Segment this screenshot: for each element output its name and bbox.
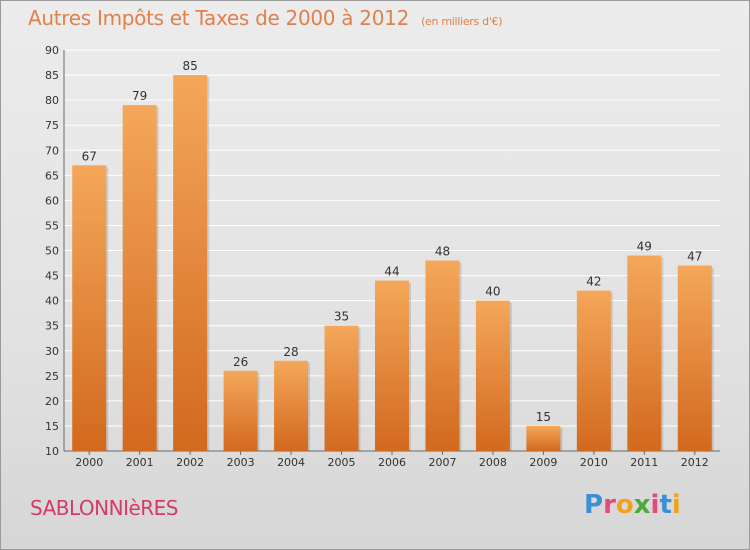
- data-label: 85: [183, 59, 198, 73]
- x-tick-label: 2005: [328, 456, 356, 469]
- data-label: 49: [637, 240, 652, 254]
- bar: [425, 260, 460, 451]
- bar: [475, 300, 510, 451]
- y-tick-label: 85: [45, 69, 59, 82]
- y-tick-label: 70: [45, 144, 59, 157]
- y-tick-label: 15: [45, 420, 59, 433]
- y-tick-label: 80: [45, 94, 59, 107]
- data-label: 26: [233, 355, 248, 369]
- y-tick-label: 65: [45, 169, 59, 182]
- chart-subtitle: (en milliers d'€): [421, 15, 503, 28]
- bar: [576, 290, 611, 451]
- y-tick-label: 45: [45, 270, 59, 283]
- y-tick-label: 35: [45, 320, 59, 333]
- chart-title-text: Autres Impôts et Taxes de 2000 à 2012: [28, 6, 409, 30]
- data-label: 15: [536, 410, 551, 424]
- x-tick-label: 2001: [126, 456, 154, 469]
- x-tick-label: 2006: [378, 456, 406, 469]
- y-tick-label: 90: [45, 44, 59, 57]
- y-tick-label: 55: [45, 219, 59, 232]
- data-label: 44: [384, 265, 399, 279]
- y-tick-label: 75: [45, 119, 59, 132]
- logo-letter: o: [615, 490, 634, 520]
- y-tick-label: 60: [45, 194, 59, 207]
- data-label: 42: [586, 275, 601, 289]
- data-label: 67: [82, 149, 97, 163]
- logo-letter: P: [584, 490, 604, 520]
- x-tick-label: 2008: [479, 456, 507, 469]
- data-label: 40: [485, 285, 500, 299]
- bar: [173, 75, 208, 451]
- data-label: 79: [132, 89, 147, 103]
- bar: [677, 265, 712, 451]
- logo-letter: x: [633, 490, 651, 520]
- data-label: 47: [687, 250, 702, 264]
- commune-name: SABLONNIèRES: [30, 496, 179, 520]
- data-label: 28: [283, 345, 298, 359]
- y-tick-label: 30: [45, 345, 59, 358]
- x-tick-label: 2003: [227, 456, 255, 469]
- bar: [375, 280, 409, 451]
- logo-letter: i: [650, 490, 660, 520]
- y-tick-label: 20: [45, 395, 59, 408]
- y-tick-label: 25: [45, 370, 59, 383]
- chart-title: Autres Impôts et Taxes de 2000 à 2012 (e…: [28, 6, 503, 30]
- x-tick-label: 2011: [630, 456, 658, 469]
- bar: [72, 165, 107, 451]
- x-tick-label: 2012: [681, 456, 709, 469]
- bar: [122, 105, 157, 451]
- logo-letter: i: [671, 490, 681, 520]
- x-tick-label: 2000: [75, 456, 103, 469]
- data-label: 48: [435, 245, 450, 259]
- y-tick-label: 40: [45, 295, 59, 308]
- proxiti-logo[interactable]: Proxiti: [584, 490, 694, 524]
- logo-letter: r: [603, 490, 616, 520]
- x-tick-label: 2002: [176, 456, 204, 469]
- x-tick-label: 2004: [277, 456, 305, 469]
- bar: [223, 370, 258, 451]
- y-tick-label: 10: [45, 445, 59, 458]
- bar: [627, 255, 662, 451]
- x-tick-label: 2010: [580, 456, 608, 469]
- x-tick-label: 2009: [529, 456, 557, 469]
- x-tick-label: 2007: [428, 456, 456, 469]
- data-label: 35: [334, 310, 349, 324]
- logo-letter: t: [659, 490, 672, 520]
- y-tick-label: 50: [45, 245, 59, 258]
- bar: [324, 325, 359, 451]
- bar: [526, 425, 561, 451]
- bar: [274, 360, 309, 451]
